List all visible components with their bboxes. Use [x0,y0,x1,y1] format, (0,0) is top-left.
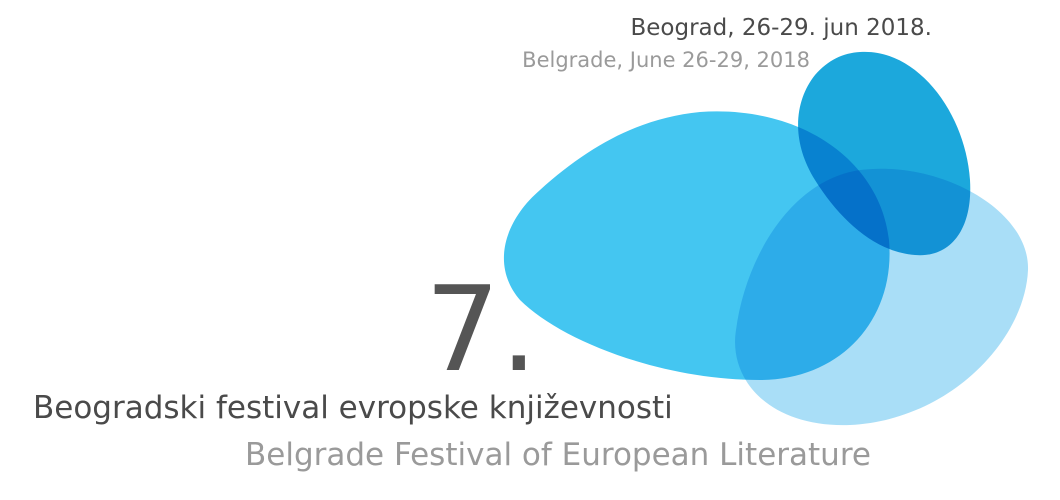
title-local: Beogradski festival evropske književnost… [33,390,673,426]
edition-number: 7. [425,260,538,398]
medium-blob [503,111,890,381]
date-english: Belgrade, June 26-29, 2018 [522,48,810,72]
date-local: Beograd, 26-29. jun 2018. [630,15,932,41]
dark-blob [798,51,971,256]
title-english: Belgrade Festival of European Literature [245,437,871,473]
